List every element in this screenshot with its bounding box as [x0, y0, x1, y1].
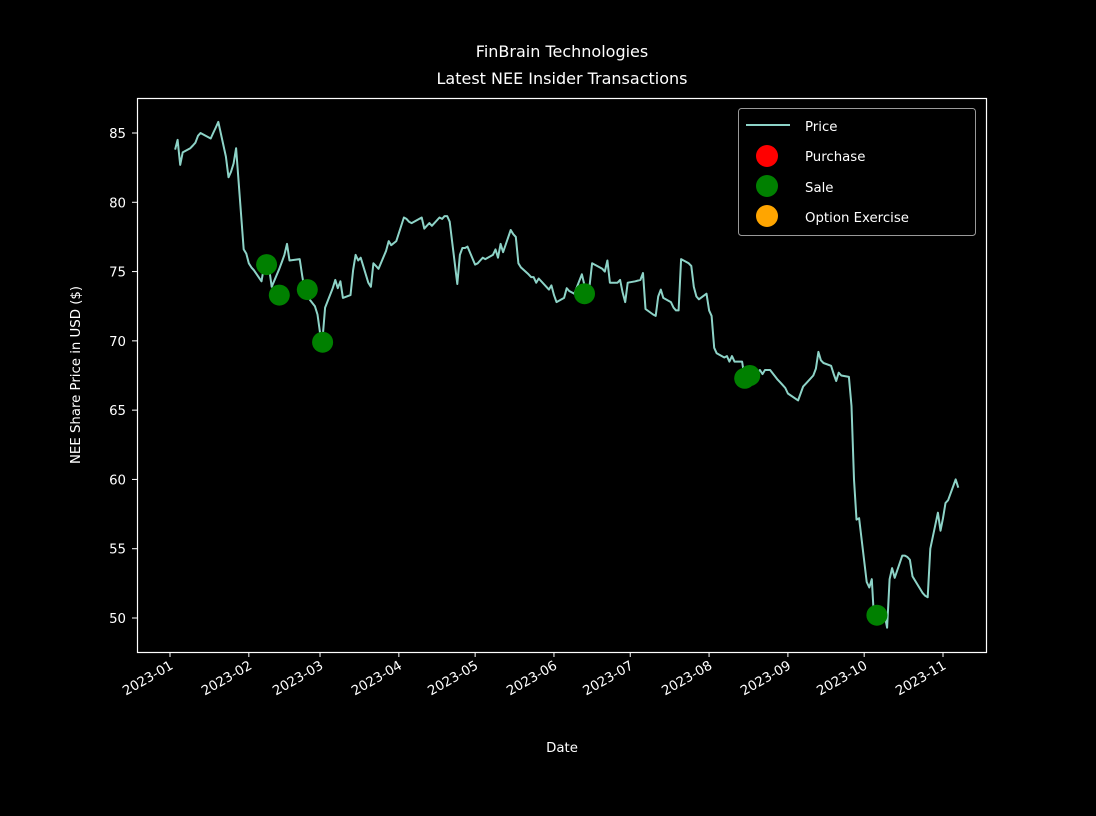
- legend-box: [738, 108, 976, 236]
- legend-option-exercise-marker-icon: [756, 205, 778, 227]
- x-tick-label: 2023-11: [893, 658, 949, 699]
- legend-label-purchase: Purchase: [805, 150, 865, 165]
- legend: Price Purchase Sale Option Exercise: [738, 108, 976, 236]
- y-axis-label: NEE Share Price in USD ($): [69, 286, 84, 464]
- legend-label-sale: Sale: [805, 181, 833, 196]
- x-tick-label: 2023-08: [659, 658, 715, 699]
- sale-marker: [256, 254, 278, 276]
- sale-marker: [296, 279, 318, 301]
- x-tick-label: 2023-04: [349, 658, 405, 699]
- y-tick-label: 65: [109, 404, 126, 419]
- y-tick-label: 55: [109, 543, 126, 558]
- sale-marker: [866, 604, 888, 626]
- y-axis: 50 55 60 65 70 75 80 85: [109, 127, 137, 627]
- y-tick-label: 85: [109, 127, 126, 142]
- x-axis-label: Date: [546, 741, 578, 756]
- sale-marker: [312, 331, 334, 353]
- x-tick-label: 2023-07: [581, 658, 637, 699]
- y-tick-label: 60: [109, 473, 126, 488]
- transaction-markers: [256, 254, 888, 626]
- x-tick-label: 2023-02: [199, 658, 255, 699]
- y-tick-label: 50: [109, 612, 126, 627]
- chart-subtitle: Latest NEE Insider Transactions: [437, 69, 688, 88]
- chart-title: FinBrain Technologies: [476, 42, 648, 61]
- x-tick-label: 2023-06: [504, 658, 560, 699]
- plot-area: [174, 120, 960, 629]
- y-tick-label: 80: [109, 196, 126, 211]
- sale-marker: [739, 365, 761, 386]
- x-tick-label: 2023-03: [270, 658, 326, 699]
- legend-label-price: Price: [805, 120, 837, 135]
- x-tick-label: 2023-05: [426, 658, 482, 699]
- x-tick-label: 2023-09: [738, 658, 794, 699]
- axes-frame: [136, 97, 988, 654]
- sale-marker: [268, 284, 290, 306]
- legend-label-option-exercise: Option Exercise: [805, 211, 909, 226]
- legend-purchase-marker-icon: [756, 145, 778, 167]
- legend-sale-marker-icon: [756, 175, 778, 197]
- x-tick-label: 2023-10: [815, 658, 871, 699]
- x-tick-label: 2023-01: [120, 658, 176, 699]
- y-tick-label: 70: [109, 335, 126, 350]
- y-tick-label: 75: [109, 266, 126, 281]
- x-axis: 2023-01 2023-02 2023-03 2023-04 2023-05 2023-…: [120, 652, 949, 699]
- sale-marker: [574, 283, 595, 305]
